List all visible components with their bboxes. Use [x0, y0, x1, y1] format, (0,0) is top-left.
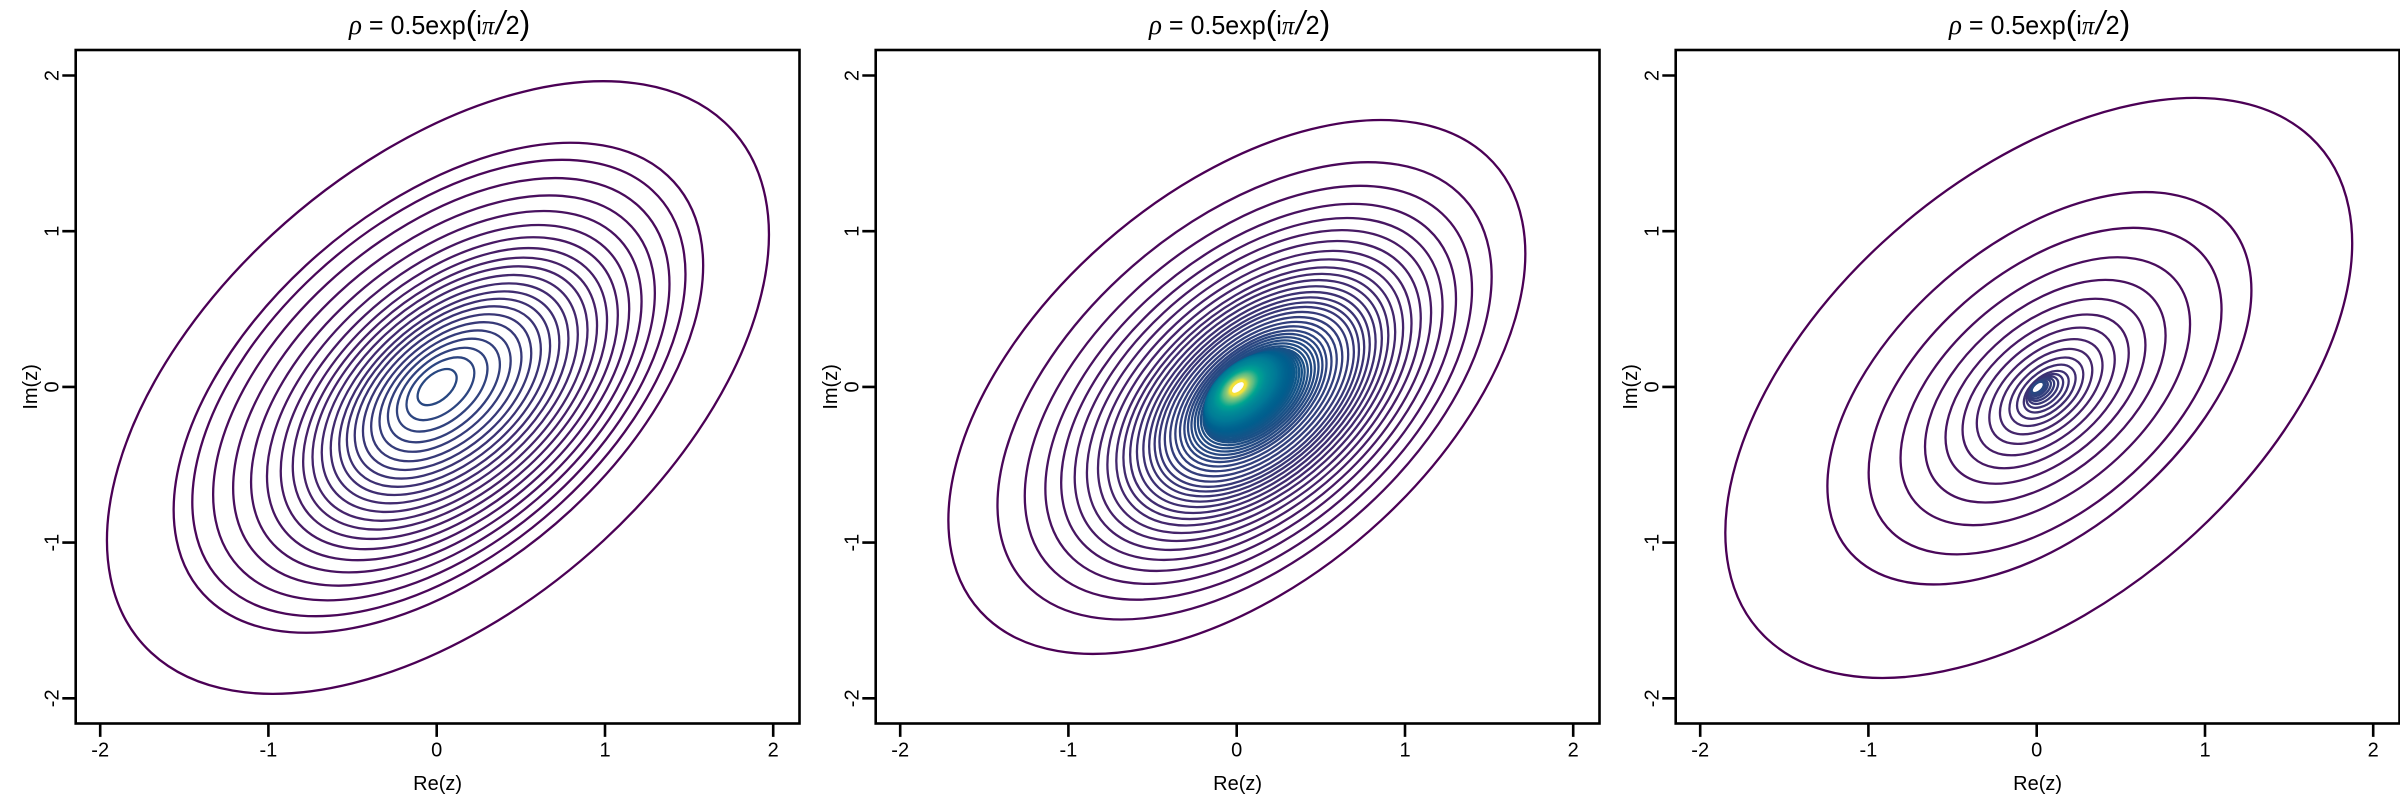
svg-text:-2: -2 [1691, 740, 1709, 762]
svg-text:0: 0 [842, 381, 864, 392]
svg-text:0: 0 [42, 381, 64, 392]
svg-text:0: 0 [1231, 740, 1242, 762]
svg-text:-1: -1 [1642, 534, 1664, 552]
svg-text:Im(z): Im(z) [820, 364, 842, 410]
svg-text:1: 1 [1399, 740, 1410, 762]
svg-text:Re(z): Re(z) [1213, 773, 1262, 795]
svg-text:1: 1 [842, 226, 864, 237]
svg-text:ρ = 0.5exp(iπ/2): ρ = 0.5exp(iπ/2) [1148, 4, 1330, 41]
svg-text:0: 0 [2031, 740, 2042, 762]
svg-text:1: 1 [42, 226, 64, 237]
svg-text:1: 1 [1642, 226, 1664, 237]
svg-text:2: 2 [42, 70, 64, 81]
svg-text:ρ = 0.5exp(iπ/2): ρ = 0.5exp(iπ/2) [348, 4, 530, 41]
svg-text:2: 2 [2368, 740, 2379, 762]
svg-text:-2: -2 [1642, 689, 1664, 707]
svg-text:-1: -1 [42, 534, 64, 552]
svg-text:Re(z): Re(z) [413, 773, 462, 795]
svg-text:2: 2 [768, 740, 779, 762]
svg-text:-1: -1 [842, 534, 864, 552]
svg-text:-1: -1 [260, 740, 278, 762]
svg-text:-1: -1 [1860, 740, 1878, 762]
svg-text:1: 1 [599, 740, 610, 762]
svg-text:Im(z): Im(z) [1620, 364, 1642, 410]
svg-text:2: 2 [1568, 740, 1579, 762]
svg-text:0: 0 [431, 740, 442, 762]
svg-text:Im(z): Im(z) [20, 364, 42, 410]
svg-text:2: 2 [1642, 70, 1664, 81]
svg-text:-2: -2 [91, 740, 109, 762]
svg-text:ρ = 0.5exp(iπ/2): ρ = 0.5exp(iπ/2) [1948, 4, 2130, 41]
svg-text:-1: -1 [1060, 740, 1078, 762]
svg-text:2: 2 [842, 70, 864, 81]
svg-text:Re(z): Re(z) [2013, 773, 2062, 795]
svg-text:-2: -2 [842, 689, 864, 707]
svg-text:0: 0 [1642, 381, 1664, 392]
svg-text:-2: -2 [42, 689, 64, 707]
svg-text:-2: -2 [891, 740, 909, 762]
svg-text:1: 1 [2199, 740, 2210, 762]
